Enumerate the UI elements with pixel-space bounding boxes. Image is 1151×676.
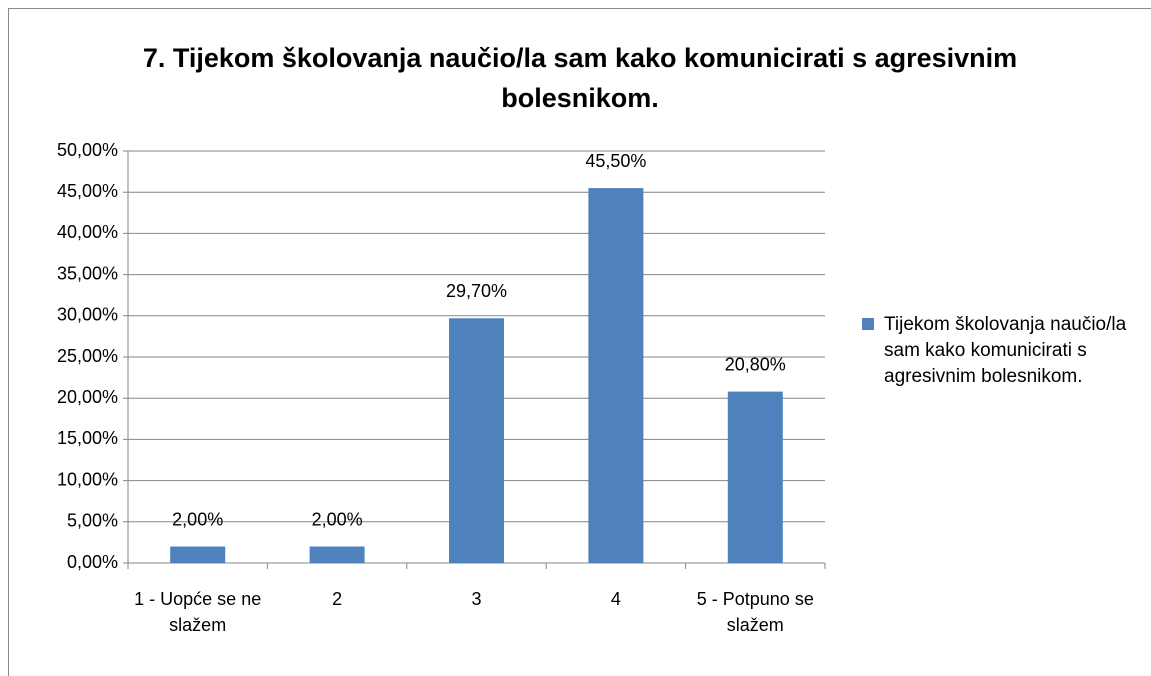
y-tick-label: 30,00% bbox=[57, 305, 118, 325]
y-tick-label: 20,00% bbox=[57, 387, 118, 407]
bar bbox=[170, 546, 226, 563]
data-label: 2,00% bbox=[312, 509, 363, 529]
bar bbox=[588, 188, 644, 563]
data-label: 29,70% bbox=[446, 281, 507, 301]
data-label: 20,80% bbox=[725, 354, 786, 374]
y-tick-label: 45,00% bbox=[57, 181, 118, 201]
y-tick-label: 10,00% bbox=[57, 469, 118, 489]
bar bbox=[449, 318, 504, 563]
y-tick-label: 5,00% bbox=[67, 511, 118, 531]
chart-frame bbox=[8, 8, 1151, 676]
legend-label: Tijekom školovanja naučio/la sam kako ko… bbox=[884, 314, 1127, 387]
data-label: 2,00% bbox=[172, 509, 223, 529]
y-tick-label: 25,00% bbox=[57, 346, 118, 366]
x-tick-label: 4 bbox=[610, 589, 621, 609]
bar bbox=[309, 546, 365, 563]
y-tick-label: 15,00% bbox=[57, 428, 118, 448]
x-tick-label: 2 bbox=[332, 589, 343, 609]
x-tick-label: 5 - Potpuno se slažem bbox=[696, 589, 814, 635]
x-tick-label: 3 bbox=[471, 589, 482, 609]
bar bbox=[727, 391, 783, 563]
data-label: 45,50% bbox=[585, 151, 646, 171]
legend-key bbox=[862, 318, 874, 330]
y-tick-label: 50,00% bbox=[57, 140, 118, 160]
y-tick-label: 40,00% bbox=[57, 222, 118, 242]
y-tick-label: 35,00% bbox=[57, 263, 118, 283]
y-tick-label: 0,00% bbox=[67, 552, 118, 572]
x-tick-label: 1 - Uopće se ne slažem bbox=[134, 589, 262, 635]
chart-title: 7. Tijekom školovanja naučio/la sam kako… bbox=[142, 43, 1018, 113]
